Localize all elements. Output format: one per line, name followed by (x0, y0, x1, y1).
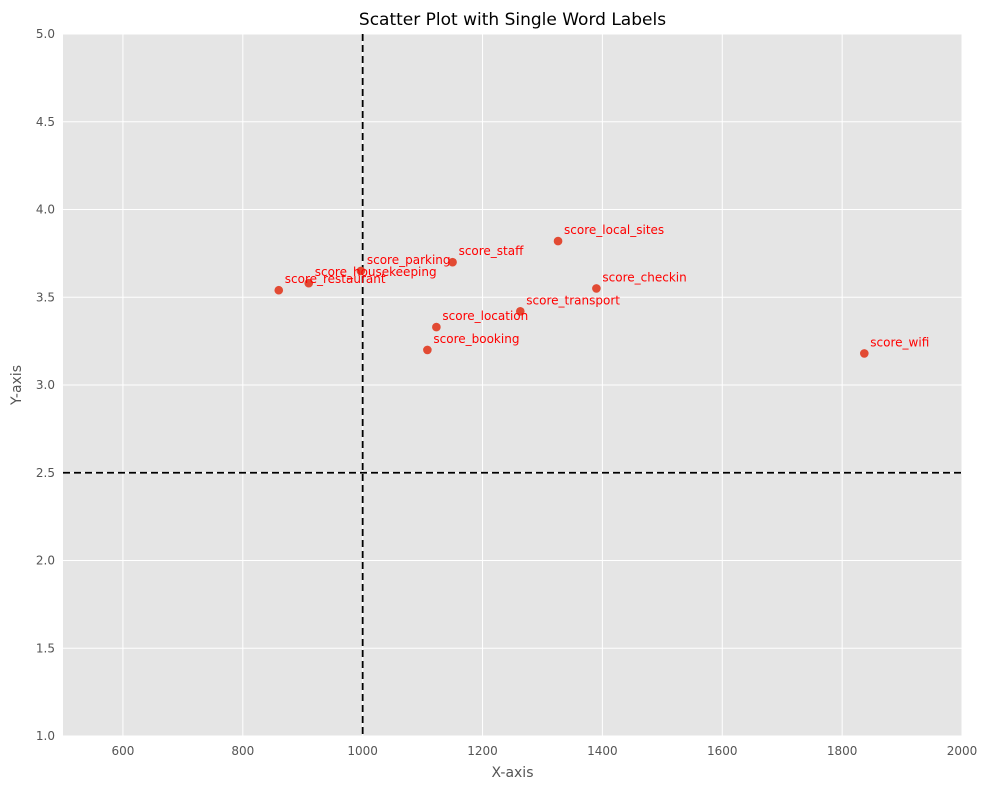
y-tick-label: 5.0 (36, 27, 55, 41)
chart-title: Scatter Plot with Single Word Labels (359, 10, 666, 30)
y-tick-label: 2.0 (36, 554, 55, 568)
point-label: score_parking (367, 253, 451, 267)
scatter-point (432, 322, 441, 332)
point-label: score_location (442, 309, 528, 323)
point-label: score_staff (459, 244, 525, 258)
x-tick-label: 1200 (467, 744, 498, 758)
point-label: score_checkin (602, 270, 686, 284)
scatter-point (553, 236, 563, 246)
point-label: score_wifi (870, 335, 929, 349)
scatter-point (860, 349, 869, 358)
x-tick-label: 2000 (947, 744, 978, 758)
scatter-point (592, 284, 601, 293)
scatter-point (423, 345, 432, 355)
point-label: score_transport (526, 293, 620, 307)
y-tick-label: 1.5 (36, 641, 55, 655)
x-axis-title: X-axis (492, 765, 534, 781)
y-tick-label: 3.0 (36, 378, 55, 392)
y-tick-label: 1.0 (36, 729, 55, 743)
scatter-point (274, 285, 284, 295)
y-tick-label: 4.0 (36, 203, 55, 217)
point-label: score_restaurant (285, 272, 386, 286)
y-tick-label: 2.5 (36, 466, 55, 480)
point-label: score_local_sites (564, 223, 664, 237)
y-axis-title: Y-axis (9, 365, 25, 406)
scatter-point (356, 266, 366, 276)
reference-lines (63, 34, 962, 736)
scatter-point (515, 306, 525, 316)
y-tick-label: 3.5 (36, 290, 55, 304)
x-tick-label: 1400 (587, 744, 618, 758)
point-label: score_booking (433, 332, 519, 346)
x-tick-label: 1000 (347, 744, 378, 758)
scatter-point (448, 257, 457, 267)
y-tick-label: 4.5 (36, 115, 55, 129)
x-tick-label: 600 (111, 744, 134, 758)
data-points (274, 236, 869, 358)
x-tick-labels: 600 800 1000 1200 1400 1600 1800 2000 (111, 744, 977, 758)
point-labels: score_restaurantscore_housekeepingscore_… (285, 223, 930, 349)
x-tick-label: 800 (231, 744, 254, 758)
x-tick-label: 1800 (827, 744, 858, 758)
x-tick-label: 1600 (707, 744, 738, 758)
scatter-point (304, 278, 314, 288)
y-tick-labels: 1.0 1.5 2.0 2.5 3.0 3.5 4.0 4.5 5.0 (36, 27, 55, 743)
point-label: score_housekeeping (315, 265, 437, 279)
